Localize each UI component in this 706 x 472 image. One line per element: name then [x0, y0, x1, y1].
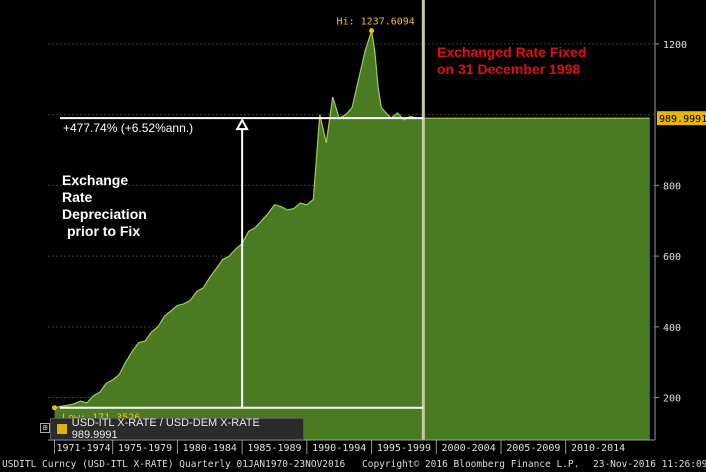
x-tick-label: 1971-1974	[56, 443, 110, 454]
x-tick-label: 2010-2014	[571, 443, 625, 454]
footer-copyright: Copyright© 2016 Bloomberg Finance L.P.	[362, 459, 580, 470]
series-layer	[54, 30, 650, 440]
legend-toggle-icon[interactable]: ⊞	[40, 423, 50, 433]
high-marker	[369, 28, 375, 34]
y-tick-label: 800	[663, 181, 681, 192]
last-value-label: 989.9991	[659, 114, 706, 125]
depreciation-text-line: Exchange	[62, 172, 128, 188]
x-tick-label: 2000-2004	[442, 443, 496, 454]
x-tick-label: 1990-1994	[312, 443, 366, 454]
gain-label: +477.74% (+6.52%ann.)	[63, 121, 193, 135]
depreciation-text-line: Depreciation	[62, 206, 147, 222]
annotations-layer: +477.74% (+6.52%ann.) ExchangeRateDepreci…	[51, 0, 586, 440]
high-label: Hi: 1237.6094	[337, 17, 415, 28]
depreciation-text-line: Rate	[62, 189, 93, 205]
low-marker	[51, 405, 57, 411]
legend-label: USD-ITL X-RATE / USD-DEM X-RATE 989.9991	[71, 417, 260, 441]
footer-timestamp: 23-Nov-2016 11:26:09	[593, 459, 706, 470]
x-tick-label: 1995-1999	[377, 443, 431, 454]
series-area	[54, 30, 650, 440]
x-tick-label: 1980-1984	[183, 443, 237, 454]
legend[interactable]: USD-ITL X-RATE / USD-DEM X-RATE 989.9991	[50, 417, 304, 441]
y-tick-label: 600	[663, 252, 681, 263]
depreciation-arrow-head	[235, 118, 249, 131]
footer-ticker: USDITL Curncy (USD-ITL X-RATE) Quarterly…	[2, 459, 346, 470]
y-tick-label: 1200	[663, 40, 687, 51]
fix-label-line2: on 31 December 1998	[437, 61, 580, 77]
last-value-badge	[657, 111, 706, 126]
y-tick-label: 200	[663, 394, 681, 405]
x-tick-label: 1975-1979	[118, 443, 172, 454]
y-tick-label: 400	[663, 323, 681, 334]
footer: USDITL Curncy (USD-ITL X-RATE) Quarterly…	[0, 457, 706, 472]
axes-layer: 200 400 600 800 1200 989.9991 1971-1974 1975-19…	[48, 0, 706, 454]
fix-label-line1: Exchanged Rate Fixed	[437, 44, 586, 60]
depreciation-text-line: prior to Fix	[67, 223, 140, 239]
x-tick-label: 1985-1989	[247, 443, 301, 454]
x-tick-label: 2005-2009	[506, 443, 560, 454]
legend-swatch	[57, 424, 67, 434]
